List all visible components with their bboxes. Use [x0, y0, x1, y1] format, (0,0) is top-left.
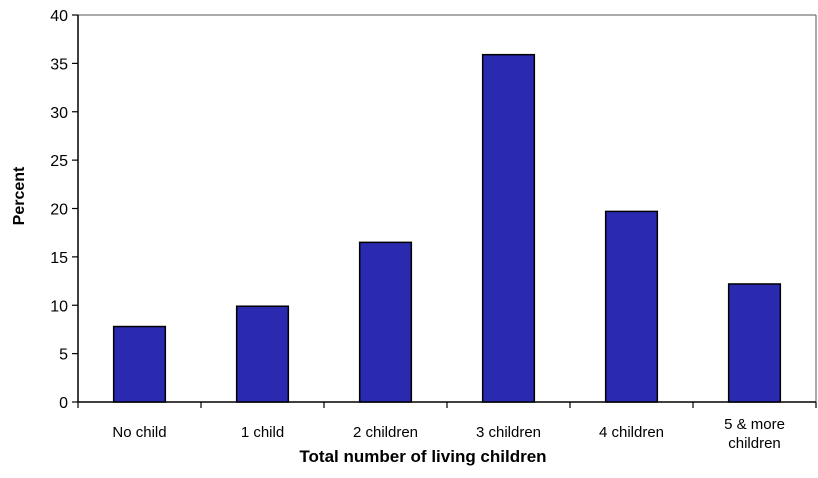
y-tick-label: 25	[50, 153, 68, 170]
y-tick-label: 15	[50, 250, 68, 267]
labels-layer: 0 5 10 15 20 25 30 35 40 No child 1 child 2 childre…	[50, 8, 785, 452]
x-tick-label: 2 children	[353, 424, 418, 441]
x-tick-label: 1 child	[241, 424, 284, 441]
y-tick-label: 10	[50, 298, 68, 315]
y-tick-label: 20	[50, 202, 68, 219]
bar	[112, 325, 167, 403]
bar	[481, 53, 536, 403]
x-tick-label: 3 children	[476, 424, 541, 441]
y-tick-label: 40	[50, 8, 68, 25]
y-tick-label: 35	[50, 56, 68, 73]
y-tick-label: 0	[59, 395, 68, 412]
x-tick-label: No child	[112, 424, 166, 441]
bar	[235, 305, 290, 403]
x-tick-label: 5 & more children	[724, 416, 785, 452]
bar	[358, 241, 413, 403]
y-tick-label: 30	[50, 105, 68, 122]
x-axis-title: Total number of living children	[299, 447, 546, 466]
y-tick-label: 5	[59, 347, 68, 364]
bar	[604, 210, 659, 403]
bars-layer	[112, 53, 782, 403]
bar	[727, 283, 782, 403]
x-tick-label: 4 children	[599, 424, 664, 441]
axes-layer	[72, 14, 817, 408]
y-axis-title: Percent	[11, 166, 28, 225]
